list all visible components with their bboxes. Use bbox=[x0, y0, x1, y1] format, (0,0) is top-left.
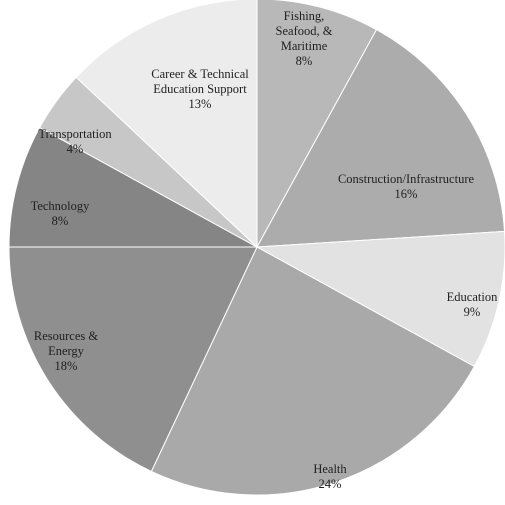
slice-label-line-4-1: Energy bbox=[48, 344, 85, 358]
slice-label-line-0-2: Maritime bbox=[281, 39, 328, 53]
pie-slice-0 bbox=[256, 0, 378, 248]
slice-label-5: Technology 8% bbox=[31, 199, 91, 228]
pie-slice-7 bbox=[75, 0, 258, 249]
slice-label-line-7-1: Education Support bbox=[153, 82, 247, 96]
slice-percent-1: 16% bbox=[395, 187, 418, 201]
pie-slice-5 bbox=[8, 126, 258, 248]
pie-labels: Fishing, Seafood, & Maritime 8%Construction… bbox=[31, 9, 499, 491]
slice-label-line-6-0: Transportation bbox=[38, 127, 112, 141]
pie-slice-3 bbox=[150, 246, 475, 496]
slice-label-line-3-0: Health bbox=[313, 462, 347, 476]
slice-percent-4: 18% bbox=[55, 359, 78, 373]
slice-label-line-0-1: Seafood, & bbox=[276, 24, 333, 38]
slice-label-line-0-0: Fishing, bbox=[284, 9, 325, 23]
slice-label-line-1-0: Construction/Infrastructure bbox=[338, 172, 475, 186]
slice-label-0: Fishing, Seafood, & Maritime 8% bbox=[276, 9, 333, 68]
slice-label-1: Construction/Infrastructure 16% bbox=[338, 172, 475, 201]
slice-label-6: Transportation 4% bbox=[38, 127, 112, 156]
slice-label-4: Resources & Energy 18% bbox=[34, 329, 98, 373]
slice-percent-7: 13% bbox=[189, 97, 212, 111]
slice-percent-5: 8% bbox=[52, 214, 69, 228]
pie-slices bbox=[8, 0, 505, 496]
slice-label-line-4-0: Resources & bbox=[34, 329, 98, 343]
slice-label-line-7-0: Career & Technical bbox=[151, 67, 249, 81]
pie-slice-1 bbox=[256, 29, 505, 248]
slice-label-7: Career & Technical Education Support 13% bbox=[151, 67, 249, 111]
slice-label-2: Education 9% bbox=[447, 290, 498, 319]
slice-percent-6: 4% bbox=[67, 142, 84, 156]
slice-label-3: Health 24% bbox=[313, 462, 347, 491]
pie-slice-4 bbox=[8, 246, 258, 473]
slice-percent-0: 8% bbox=[296, 54, 313, 68]
slice-percent-3: 24% bbox=[319, 477, 342, 491]
slice-percent-2: 9% bbox=[464, 305, 481, 319]
slice-label-line-5-0: Technology bbox=[31, 199, 91, 213]
slice-label-line-2-0: Education bbox=[447, 290, 498, 304]
